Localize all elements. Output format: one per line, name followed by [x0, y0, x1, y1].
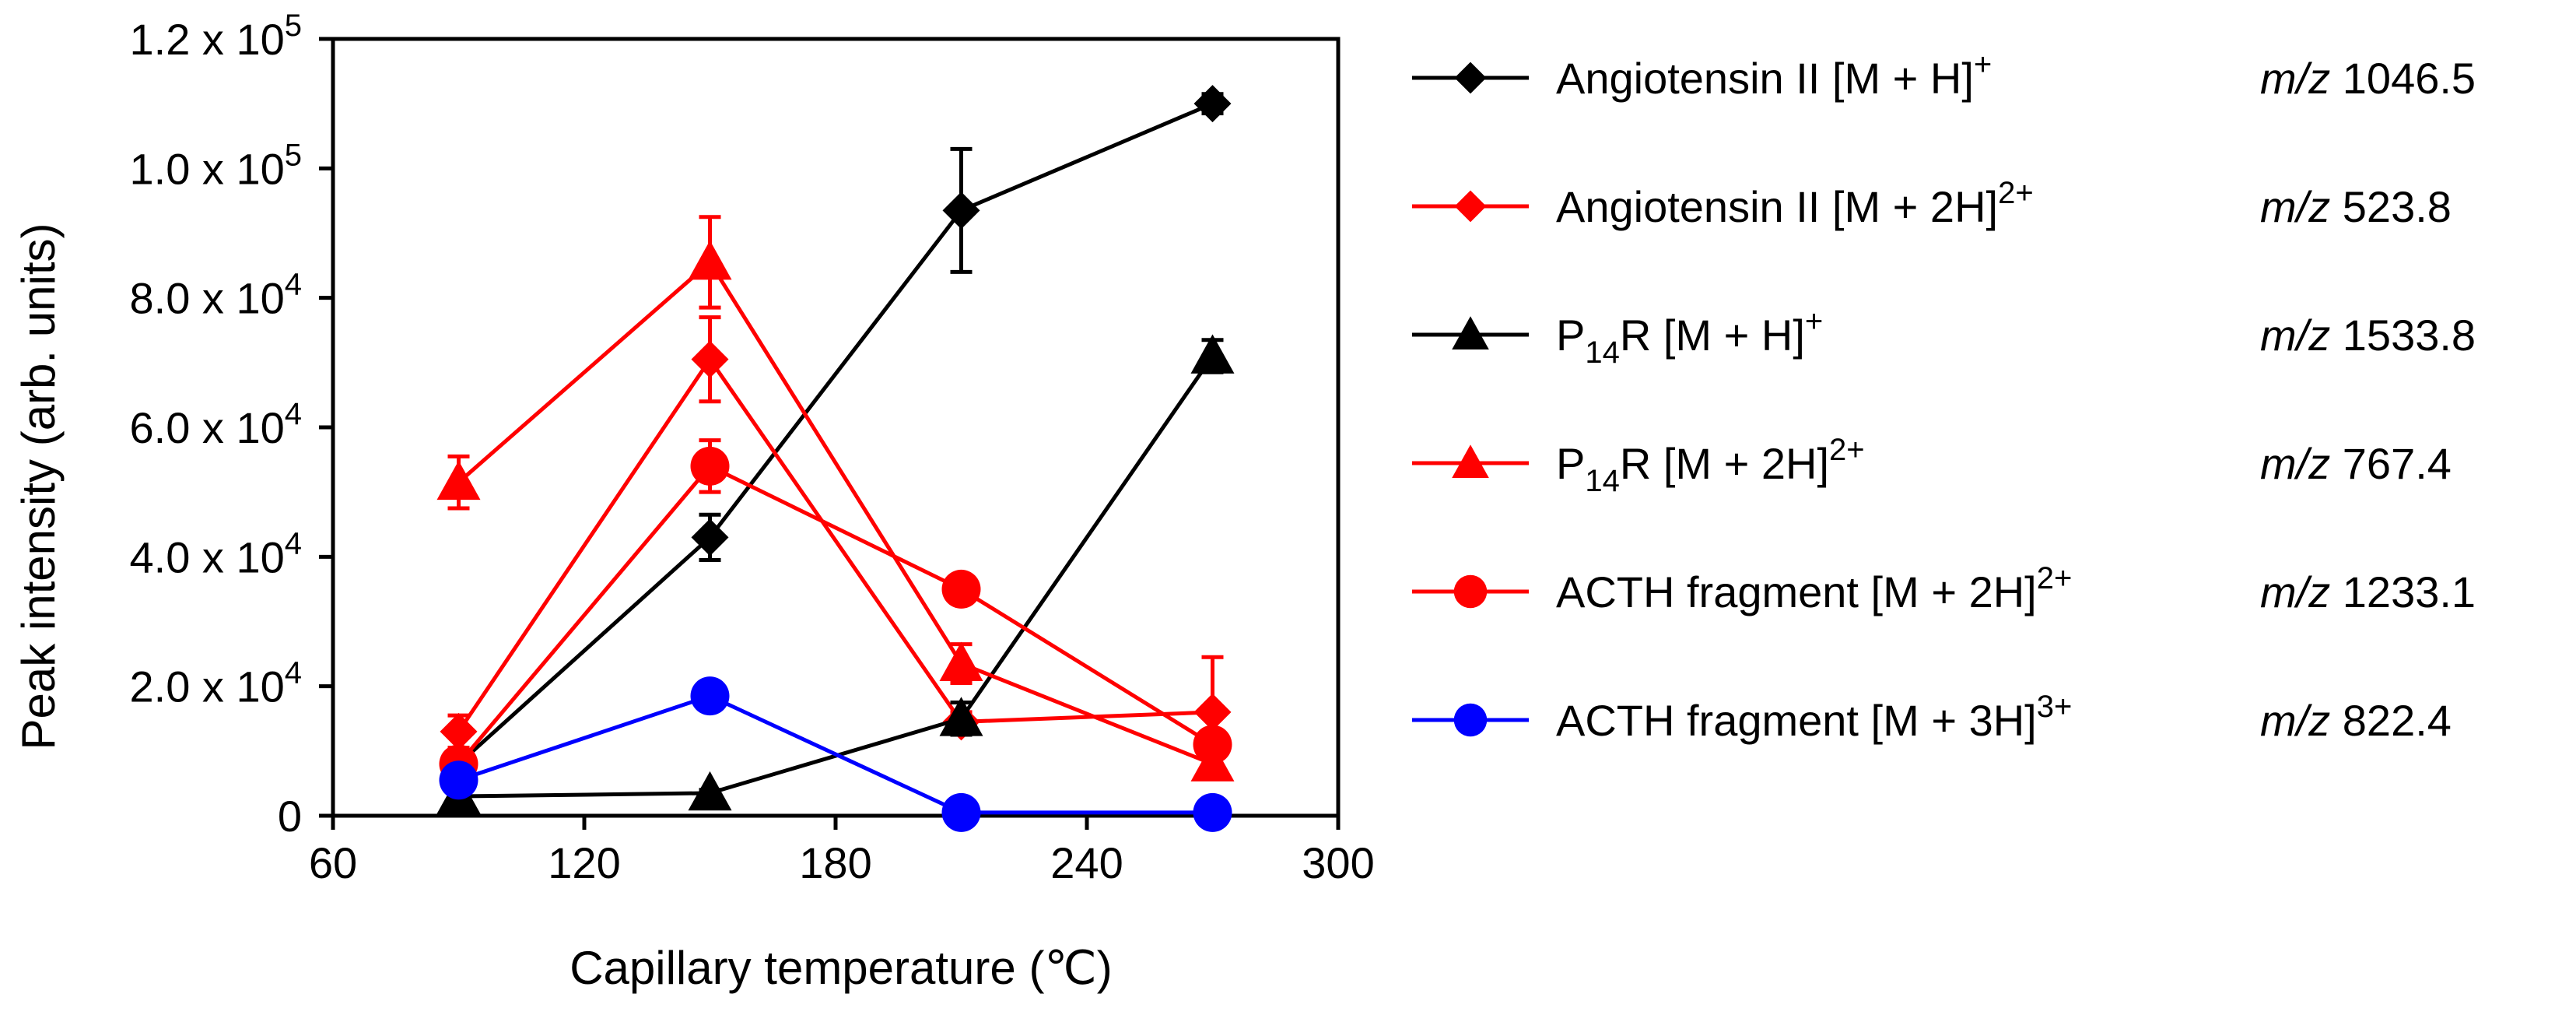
series-acth-m3h: [439, 676, 1232, 832]
legend-marker: [1454, 61, 1487, 94]
legend-mz: m/z 1533.8: [2260, 311, 2476, 360]
y-axis-label: Peak intensity (arb. units): [12, 223, 65, 750]
data-point: [691, 340, 729, 378]
legend-mz: m/z 523.8: [2260, 182, 2452, 231]
legend-label: P14R [M + H]+: [1556, 304, 1823, 370]
legend-entry-p14r-m2h: P14R [M + 2H]2+ m/z 767.4: [1412, 433, 2452, 498]
series-acth-m2h: [439, 438, 1232, 784]
legend-entry-ang-mh: Angiotensin II [M + H]+ m/z 1046.5: [1412, 47, 2476, 103]
legend-label: Angiotensin II [M + 2H]2+: [1556, 176, 2034, 231]
data-point: [436, 460, 481, 500]
data-point: [941, 569, 981, 609]
legend-marker: [1452, 444, 1489, 479]
legend-mz: m/z 767.4: [2260, 439, 2452, 488]
data-point: [1193, 725, 1232, 764]
y-tick-label: 4.0 x 104: [129, 526, 302, 581]
x-axis-label: Capillary temperature (℃): [570, 942, 1113, 994]
data-point: [1193, 693, 1232, 731]
legend-marker: [1454, 190, 1487, 223]
y-tick-label: 6.0 x 104: [129, 397, 302, 452]
data-point: [1193, 85, 1232, 123]
x-tick-label: 240: [1050, 838, 1123, 887]
legend: Angiotensin II [M + H]+ m/z 1046.5Angiote…: [1412, 47, 2476, 745]
legend-marker: [1453, 574, 1488, 609]
legend-label: ACTH fragment [M + 2H]2+: [1556, 561, 2072, 616]
data-point: [942, 191, 980, 230]
y-tick-label: 1.2 x 105: [129, 9, 302, 64]
data-point: [688, 240, 732, 280]
legend-entry-ang-m2h: Angiotensin II [M + 2H]2+ m/z 523.8: [1412, 176, 2452, 231]
series-line: [457, 259, 1214, 766]
series-line: [457, 101, 1214, 766]
data-point: [939, 641, 983, 681]
legend-mz: m/z 1046.5: [2260, 54, 2476, 103]
series-ang-m2h: [440, 315, 1232, 770]
legend-label: Angiotensin II [M + H]+: [1556, 47, 1992, 103]
plot-frame: [331, 37, 1341, 818]
series-line: [458, 355, 1214, 799]
legend-entry-acth-m2h: ACTH fragment [M + 2H]2+ m/z 1233.1: [1412, 561, 2476, 616]
data-point: [690, 446, 730, 486]
data-point: [1193, 792, 1232, 832]
x-tick-label: 180: [799, 838, 871, 887]
data-point: [691, 518, 729, 557]
data-point: [688, 771, 732, 811]
data-point: [1190, 334, 1235, 374]
legend-entry-acth-m3h: ACTH fragment [M + 3H]3+ m/z 822.4: [1412, 690, 2452, 745]
legend-entry-p14r-mh: P14R [M + H]+ m/z 1533.8: [1412, 304, 2476, 370]
y-tick-label: 2.0 x 104: [129, 656, 302, 711]
series-p14r-mh: [436, 334, 1235, 814]
series-line: [457, 356, 1213, 733]
legend-marker: [1452, 316, 1489, 350]
data-point: [440, 712, 478, 750]
data-point: [939, 697, 983, 736]
series-ang-mh: [440, 85, 1232, 783]
legend-mz: m/z 1233.1: [2260, 567, 2476, 616]
legend-marker: [1453, 703, 1488, 737]
data-point: [941, 792, 981, 832]
series-group: [436, 85, 1235, 832]
legend-label: ACTH fragment [M + 3H]3+: [1556, 690, 2072, 745]
y-tick-label: 0: [278, 792, 302, 841]
x-tick-label: 120: [548, 838, 620, 887]
legend-mz: m/z 822.4: [2260, 696, 2452, 745]
y-tick-label: 8.0 x 104: [129, 268, 302, 323]
x-tick-label: 300: [1302, 838, 1374, 887]
x-tick-label: 60: [309, 838, 357, 887]
legend-label: P14R [M + 2H]2+: [1556, 433, 1865, 498]
data-point: [690, 676, 730, 716]
y-tick-label: 1.0 x 105: [129, 138, 302, 193]
axes: 60 120 180 240 300 0 2.0 x 104 4.0 x 104 6.0 x 1…: [129, 9, 1374, 887]
series-line: [457, 463, 1214, 766]
data-point: [439, 760, 478, 800]
series-p14r-m2h: [436, 215, 1235, 781]
series-line: [457, 694, 1213, 815]
